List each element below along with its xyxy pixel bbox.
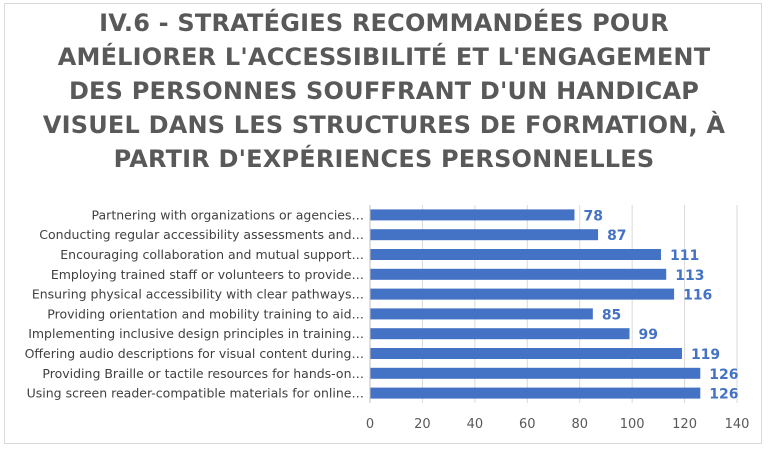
bar	[370, 348, 682, 359]
category-label: Employing trained staff or volunteers to…	[51, 267, 364, 282]
chart-title-line: AMÉLIORER L'ACCESSIBILITÉ ET L'ENGAGEMEN…	[57, 43, 711, 71]
data-label: 85	[602, 307, 621, 323]
bar	[370, 209, 575, 221]
bar	[370, 387, 701, 399]
chart-title-line: PARTIR D'EXPÉRIENCES PERSONNELLES	[113, 145, 655, 173]
category-label: Providing Braille or tactile resources f…	[42, 366, 364, 381]
data-label: 126	[709, 387, 738, 403]
x-tick-label: 120	[672, 417, 697, 432]
x-tick-label: 60	[519, 417, 536, 432]
bar	[370, 328, 630, 340]
bar	[370, 249, 661, 260]
x-tick-label: 20	[414, 417, 431, 432]
category-label: Ensuring physical accessibility with cle…	[32, 287, 364, 302]
data-label: 113	[675, 268, 704, 284]
category-label: Partnering with organizations or agencie…	[92, 207, 364, 222]
category-label: Providing orientation and mobility train…	[47, 306, 364, 321]
category-label: Offering audio descriptions for visual c…	[25, 346, 364, 361]
chart-title-line: DES PERSONNES SOUFFRANT D'UN HANDICAP	[68, 77, 700, 105]
x-tick-label: 40	[467, 417, 484, 432]
x-tick-label: 80	[571, 417, 588, 432]
data-label: 116	[683, 288, 712, 304]
chart-title: IV.6 - STRATÉGIES RECOMMANDÉES POUR AMÉL…	[0, 6, 768, 176]
data-label: 126	[709, 367, 738, 383]
bar	[370, 229, 599, 241]
data-label: 119	[691, 347, 720, 363]
data-label: 87	[607, 228, 626, 244]
data-label: 99	[639, 327, 658, 343]
chart-title-line: VISUEL DANS LES STRUCTURES DE FORMATION,…	[42, 111, 726, 139]
bar	[370, 268, 667, 280]
data-label: 111	[670, 248, 699, 264]
bar	[370, 367, 701, 379]
chart-title-line: IV.6 - STRATÉGIES RECOMMANDÉES POUR	[99, 9, 669, 37]
category-label: Implementing inclusive design principles…	[28, 326, 364, 341]
bar	[370, 288, 675, 300]
x-tick-label: 140	[725, 417, 750, 432]
category-label: Using screen reader-compatible materials…	[27, 386, 364, 401]
category-label: Encouraging collaboration and mutual sup…	[60, 247, 364, 262]
data-label: 78	[583, 208, 602, 224]
x-tick-label: 100	[620, 417, 645, 432]
bar	[370, 308, 593, 320]
x-tick-label: 0	[366, 417, 374, 432]
category-label: Conducting regular accessibility assessm…	[39, 227, 364, 242]
